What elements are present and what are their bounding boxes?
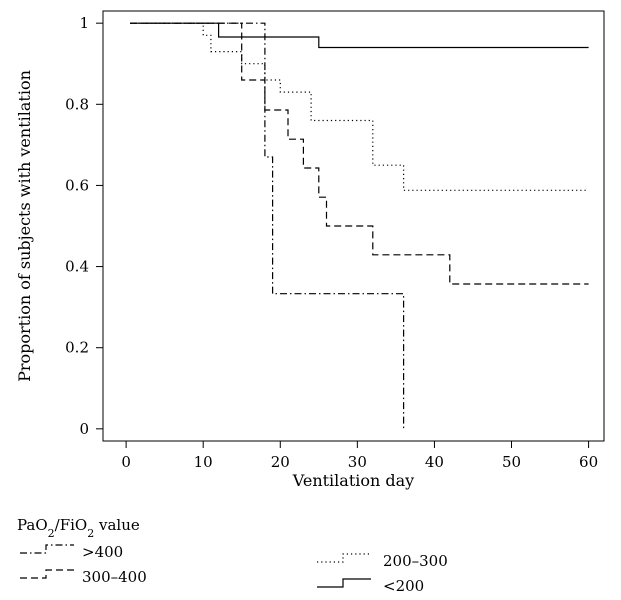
x-tick-label: 50 <box>502 453 521 471</box>
y-axis-ticks: 0 0.2 0.4 0.6 0.8 1 <box>65 14 103 438</box>
x-axis-ticks: 0 10 20 30 40 50 60 <box>121 441 598 471</box>
y-tick-label: 1 <box>79 14 89 32</box>
x-tick-label: 0 <box>121 453 131 471</box>
legend-title-sub1: 2 <box>48 527 55 540</box>
legend-item: 200–300 <box>317 552 448 570</box>
series-line-solid <box>130 22 589 49</box>
y-axis-label: Proportion of subjects with ventilation <box>15 70 34 382</box>
x-tick-label: 40 <box>425 453 444 471</box>
legend-label: 200–300 <box>383 552 448 570</box>
y-tick-label: 0 <box>79 420 89 438</box>
legend-swatch <box>20 569 74 579</box>
plot-frame <box>102 10 605 442</box>
y-tick-label: 0.8 <box>65 95 89 113</box>
series-line-dotted <box>130 22 589 191</box>
x-tick-label: 10 <box>194 453 213 471</box>
legend-label: >400 <box>82 543 123 561</box>
y-tick-label: 0.4 <box>65 258 89 276</box>
y-tick-label: 0.6 <box>65 176 89 194</box>
series-line-dashed <box>130 22 589 285</box>
legend-swatch <box>317 553 371 563</box>
legend-label: 300–400 <box>82 568 147 586</box>
series-line-dashdot <box>130 22 405 429</box>
x-axis-label: Ventilation day <box>292 471 414 490</box>
x-tick-label: 60 <box>579 453 598 471</box>
legend-title-sub2: 2 <box>87 527 94 540</box>
legend-title-mid: /FiO <box>55 516 88 534</box>
legend-item: <200 <box>317 577 424 595</box>
legend-item: >400 <box>20 543 123 561</box>
y-tick-label: 0.2 <box>65 339 89 357</box>
x-tick-label: 30 <box>348 453 367 471</box>
legend-item: 300–400 <box>20 568 147 586</box>
series-layer <box>130 22 589 429</box>
legend-title: PaO2/FiO2 value <box>17 516 140 540</box>
x-tick-label: 20 <box>271 453 290 471</box>
legend-swatch <box>317 578 371 588</box>
legend-title-main: PaO <box>17 516 48 534</box>
plot-border <box>102 10 605 442</box>
legend-label: <200 <box>383 577 424 595</box>
legend: >400 300–400 200–300 <200 <box>20 543 448 595</box>
legend-title-end: value <box>94 516 140 534</box>
legend-swatch <box>20 544 74 554</box>
